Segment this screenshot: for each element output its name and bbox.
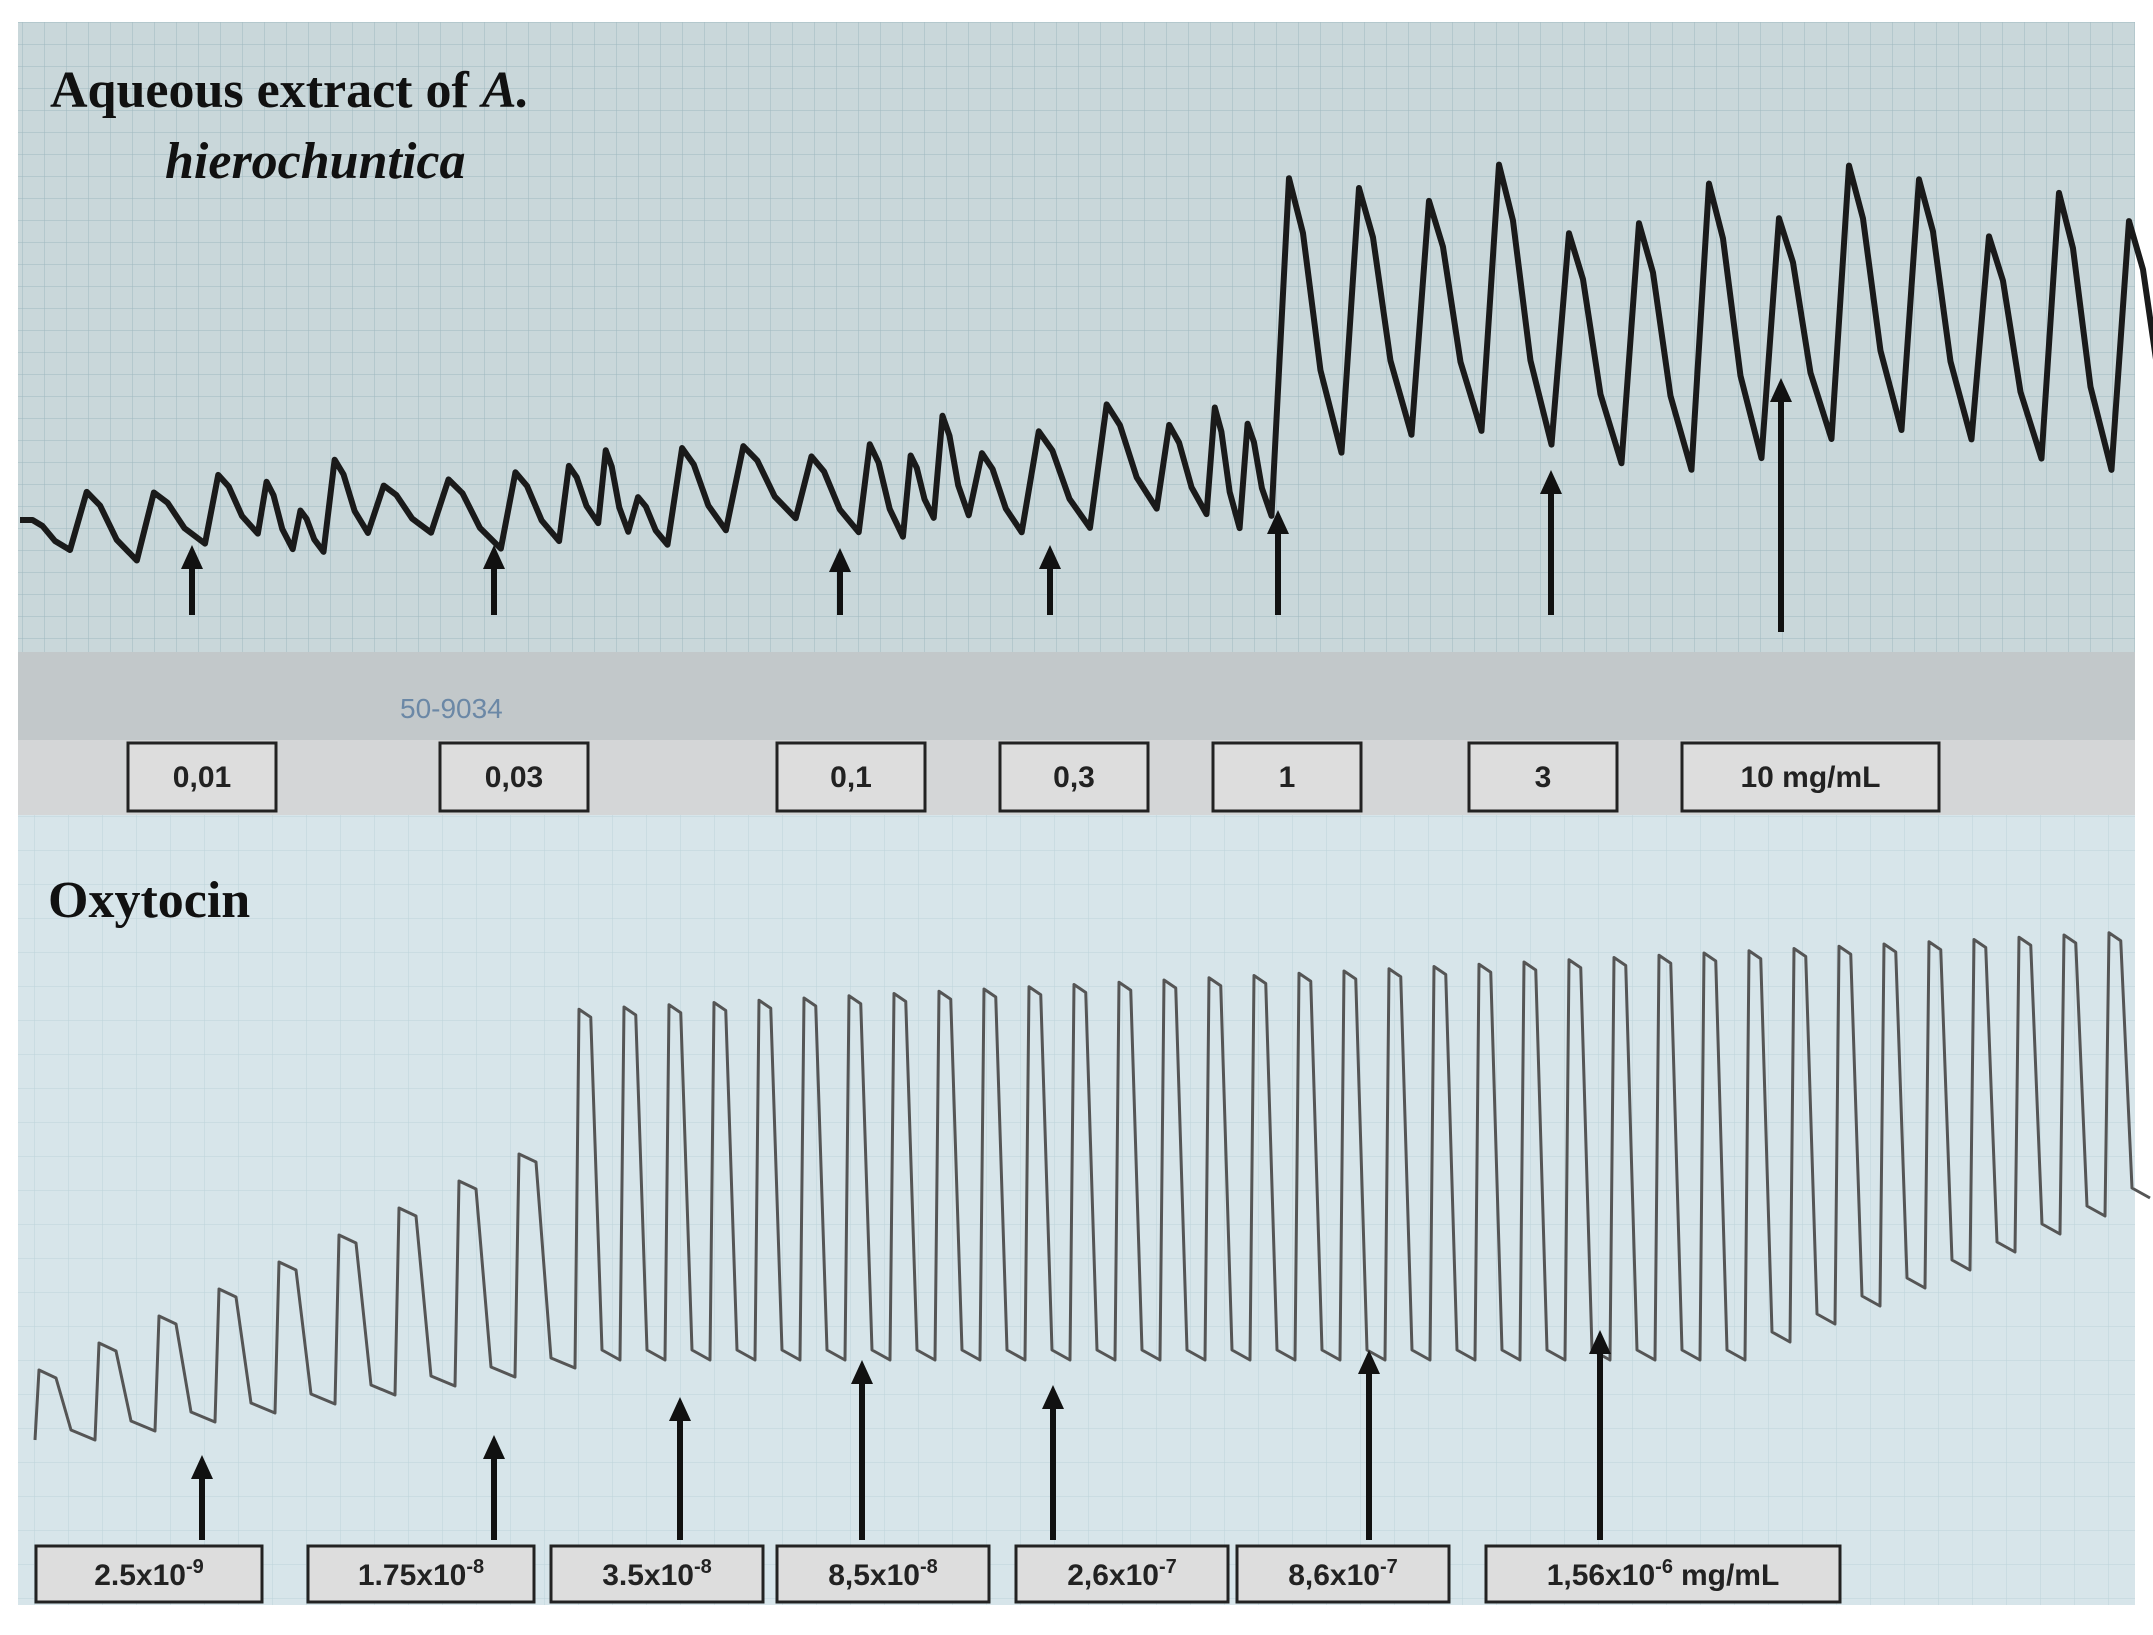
dose-label: 1,56x10-6 mg/mL xyxy=(1547,1556,1780,1592)
dose-box xyxy=(1211,741,1363,813)
dose-label: 3 xyxy=(1535,761,1552,794)
dose-mantissa: 8,6x10 xyxy=(1288,1559,1380,1592)
chart-paper xyxy=(18,815,2135,1605)
dose-label: 1.75x10-8 xyxy=(358,1556,484,1592)
dose-exponent: -7 xyxy=(1380,1556,1398,1578)
arrow-head xyxy=(1267,510,1289,534)
dose-label: 2.5x10-9 xyxy=(94,1556,204,1592)
dose-exponent: -7 xyxy=(1159,1556,1177,1578)
arrow-head xyxy=(851,1360,873,1384)
arrow-head xyxy=(829,548,851,572)
dose-mantissa: 1,56x10 xyxy=(1547,1559,1655,1592)
dose-box xyxy=(1467,741,1619,813)
dose-label: 8,6x10-7 xyxy=(1288,1556,1398,1592)
arrow-head xyxy=(191,1455,213,1479)
arrow-head xyxy=(1540,470,1562,494)
arrow-head xyxy=(1042,1385,1064,1409)
arrow-head xyxy=(1589,1330,1611,1354)
dose-box xyxy=(306,1544,536,1604)
dose-label: 8,5x10-8 xyxy=(828,1556,938,1592)
dose-box xyxy=(34,1544,264,1604)
panel-title: Aqueous extract of A. xyxy=(50,62,530,119)
dose-box xyxy=(775,1544,991,1604)
dose-label: 0,03 xyxy=(485,761,543,794)
dose-label: 3.5x10-8 xyxy=(602,1556,712,1592)
dose-box xyxy=(1484,1544,1842,1604)
dose-box xyxy=(1014,1544,1230,1604)
arrow-head xyxy=(181,545,203,569)
paper-edge xyxy=(18,652,2135,740)
dose-mantissa: 2.5x10 xyxy=(94,1559,186,1592)
dose-box xyxy=(549,1544,765,1604)
dose-box xyxy=(775,741,927,813)
dose-box xyxy=(438,741,590,813)
trace xyxy=(33,931,2151,1442)
dose-label: 2,6x10-7 xyxy=(1067,1556,1177,1592)
dose-box xyxy=(1680,741,1941,813)
dose-box xyxy=(126,741,278,813)
dose-label: 10 mg/mL xyxy=(1740,761,1880,794)
dose-exponent: -8 xyxy=(466,1556,484,1578)
dose-label: 0,01 xyxy=(173,761,231,794)
arrow-head xyxy=(483,1435,505,1459)
dose-label: 0,3 xyxy=(1053,761,1095,794)
labels: 0,01 0,03 0,1 0,3 1 3 10 mg/mL2.5x10-9 1.75x10-… xyxy=(34,741,1941,1604)
dose-label: 1 xyxy=(1279,761,1296,794)
arrow-head xyxy=(483,545,505,569)
dose-box xyxy=(1235,1544,1451,1604)
paper-stamp: 50-9034 xyxy=(400,693,503,724)
dose-mantissa: 1.75x10 xyxy=(358,1559,466,1592)
arrow-head xyxy=(669,1397,691,1421)
trace xyxy=(20,161,2153,564)
dose-exponent: -8 xyxy=(694,1556,712,1578)
dose-exponent: -8 xyxy=(920,1556,938,1578)
title-genus: A. xyxy=(479,62,530,119)
dose-mantissa: 3.5x10 xyxy=(602,1559,694,1592)
traces xyxy=(20,161,2153,1442)
dose-mantissa: 8,5x10 xyxy=(828,1559,920,1592)
dose-exponent: -9 xyxy=(186,1556,204,1578)
title-species: hierochuntica xyxy=(165,133,466,190)
arrow-head xyxy=(1358,1350,1380,1374)
title-text: Aqueous extract of xyxy=(50,62,470,119)
panel-title: Oxytocin xyxy=(48,872,250,929)
dose-label: 0,1 xyxy=(830,761,872,794)
dose-unit: mg/mL xyxy=(1681,1559,1779,1592)
arrows xyxy=(181,378,1792,1540)
dose-exponent: -6 xyxy=(1655,1556,1673,1578)
dose-mantissa: 2,6x10 xyxy=(1067,1559,1159,1592)
dose-box xyxy=(998,741,1150,813)
arrow-head xyxy=(1770,378,1792,402)
arrow-head xyxy=(1039,545,1061,569)
